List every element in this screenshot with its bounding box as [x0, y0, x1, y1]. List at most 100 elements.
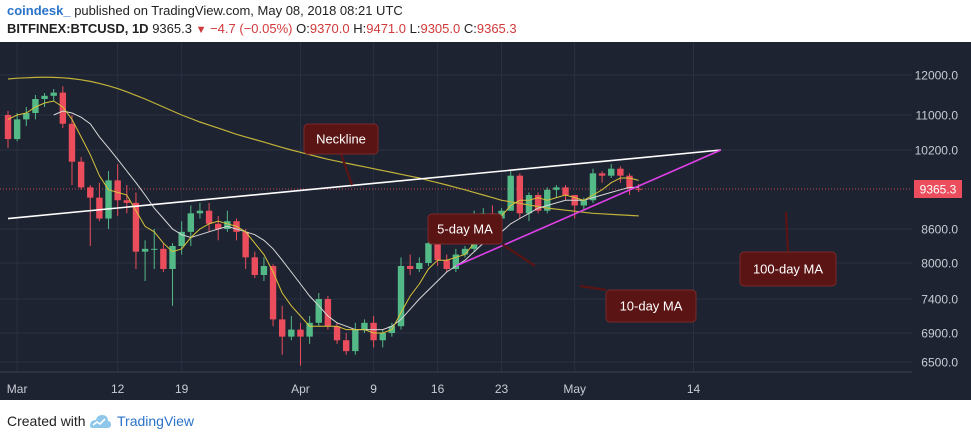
candle-body: [269, 266, 277, 320]
candle: [516, 173, 524, 219]
close-value: 9365.3: [476, 21, 517, 36]
candle: [361, 319, 368, 333]
candle-body: [205, 210, 213, 224]
callout-ma10: 10-day MA: [579, 284, 697, 323]
candle-body: [406, 266, 414, 269]
chart-area[interactable]: Neckline 5-day MA 10-day MA 100-day MA 1200…: [0, 42, 971, 400]
support-line: [455, 149, 722, 267]
candle-body: [452, 254, 460, 269]
x-tick-label: May: [563, 382, 586, 396]
candles: [4, 86, 642, 366]
candle-body: [132, 202, 140, 252]
y-tick-label: 6500.0: [921, 356, 958, 370]
x-tick-label: 16: [431, 382, 445, 396]
candle: [151, 229, 158, 269]
candle: [68, 115, 76, 186]
candle: [96, 182, 103, 222]
candle: [215, 215, 222, 241]
candle-body: [443, 260, 450, 269]
candle: [50, 89, 57, 101]
callout-box: [427, 213, 503, 245]
candle-body: [507, 175, 514, 211]
candle-body: [123, 200, 131, 203]
chart-header: coindesk_ published on TradingView.com, …: [0, 0, 971, 42]
x-tick-label: 12: [111, 382, 125, 396]
candle: [626, 173, 633, 196]
low-value: 9305.0: [420, 21, 461, 36]
trend-lines: [7, 149, 722, 267]
candle-body: [333, 326, 341, 341]
open-label: O:: [296, 21, 310, 36]
candle-body: [215, 223, 222, 229]
candle: [553, 185, 560, 198]
candle: [123, 185, 131, 214]
publisher-name[interactable]: coindesk_: [7, 3, 71, 18]
candle: [352, 322, 359, 355]
candle-body: [224, 221, 231, 229]
publish-line: coindesk_ published on TradingView.com, …: [7, 3, 403, 18]
callouts: Neckline 5-day MA 10-day MA 100-day MA: [303, 123, 837, 323]
y-tick-label: 10200.0: [915, 144, 959, 158]
y-tick-label: 11000.0: [916, 109, 959, 123]
y-tick-label: 6900.0: [921, 327, 958, 341]
y-tick-label: 8600.0: [921, 223, 958, 237]
candle: [315, 293, 322, 327]
callout-ma100: 100-day MA: [739, 211, 837, 287]
candle: [4, 111, 12, 148]
candle-body: [169, 246, 176, 269]
candle-body: [379, 333, 386, 341]
symbol-label: BITFINEX:BTCUSD, 1D: [7, 21, 149, 36]
candle: [224, 210, 231, 232]
candle: [141, 240, 149, 281]
candle: [324, 296, 332, 330]
close-label: C:: [463, 21, 477, 36]
candle-body: [105, 180, 112, 219]
candle: [160, 243, 167, 272]
tradingview-link[interactable]: TradingView: [117, 413, 195, 429]
candle-body: [4, 115, 12, 140]
candle: [23, 107, 30, 126]
callout-pointer: [501, 243, 536, 267]
candle: [242, 229, 249, 269]
x-tick-label: 9: [370, 382, 377, 396]
callout-label: 100-day MA: [753, 262, 823, 277]
high-value: 9471.0: [366, 21, 406, 36]
callout-box: [739, 251, 837, 287]
candle-body: [342, 340, 350, 352]
ma5-line: [7, 100, 639, 334]
y-tick-label: 12000.0: [915, 69, 959, 83]
footer: Created with TradingView: [0, 400, 971, 439]
y-tick-label: 7400.0: [921, 293, 958, 307]
candlestick-chart[interactable]: Neckline 5-day MA 10-day MA 100-day MA 1200…: [0, 42, 971, 400]
candle: [416, 257, 423, 272]
candle: [251, 251, 258, 278]
candle-body: [141, 248, 149, 252]
candle: [132, 192, 140, 269]
candle-body: [178, 231, 185, 246]
candle: [562, 185, 569, 201]
candle-body: [617, 168, 624, 176]
candle-body: [425, 243, 432, 263]
ma10-line: [53, 110, 639, 331]
last-price: 9365.3: [152, 21, 192, 36]
candle: [187, 205, 194, 246]
created-with-label: Created with: [7, 413, 86, 429]
candle-body: [77, 161, 85, 188]
candle: [452, 248, 460, 272]
candle: [77, 157, 85, 190]
candle-body: [196, 210, 204, 214]
callout-label: 10-day MA: [620, 299, 683, 314]
tradingview-logo-icon[interactable]: [88, 412, 112, 430]
candle: [279, 305, 286, 355]
last-price-badge: [914, 180, 962, 198]
candle-body: [626, 175, 633, 189]
candle-body: [151, 248, 158, 250]
y-axis: 12000.0 11000.0 10200.0 9365.3 8600.0 8000.0 7…: [914, 69, 962, 370]
moving-averages: [7, 76, 639, 334]
candle: [406, 254, 414, 275]
candle-body: [315, 299, 322, 323]
candle-body: [416, 263, 423, 269]
candle: [617, 166, 624, 183]
open-value: 9370.0: [309, 21, 350, 36]
candle-body: [251, 257, 258, 275]
